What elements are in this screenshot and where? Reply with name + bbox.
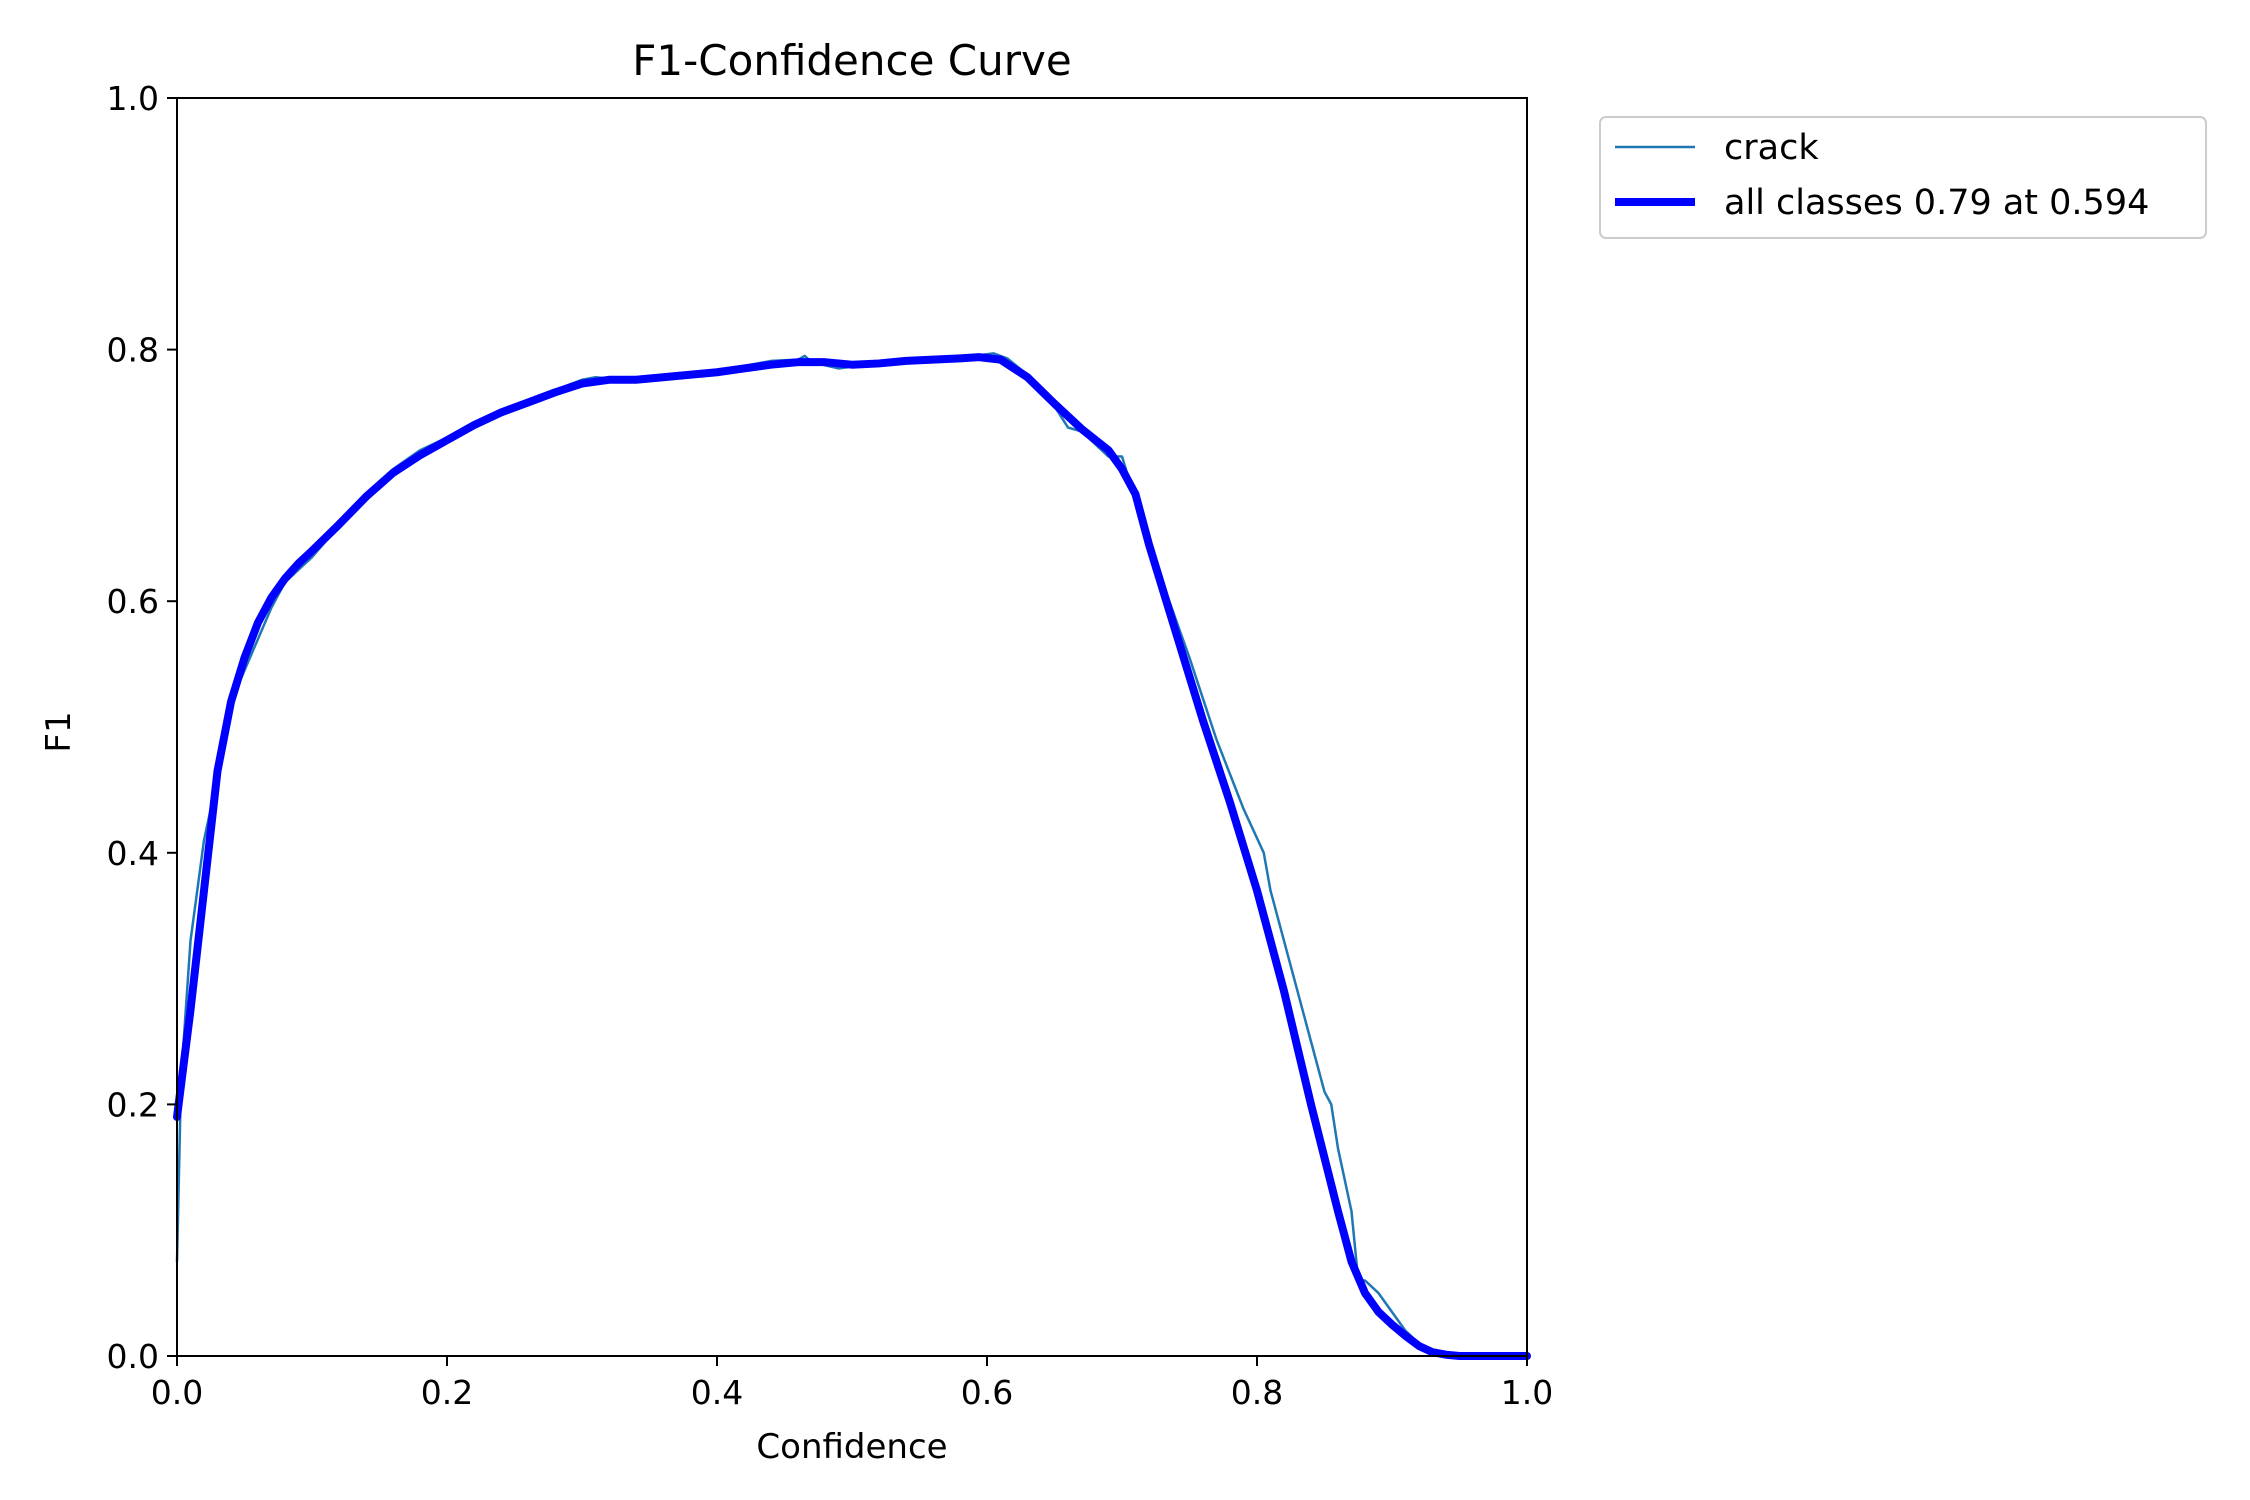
plot-frame [176,97,1528,1357]
x-tick-label: 1.0 [1501,1373,1553,1412]
x-axis-label: Confidence [756,1427,947,1467]
x-tick-label: 0.8 [1231,1373,1283,1412]
x-tick-label: 0.4 [691,1373,743,1412]
y-tick-label: 0.8 [107,331,159,370]
legend: crack all classes 0.79 at 0.594 [1599,116,2207,239]
series-line-all-classes [173,353,1531,1360]
legend-label-all-classes: all classes 0.79 at 0.594 [1724,183,2149,223]
legend-label-crack: crack [1724,128,1819,168]
plot-area [173,97,1531,1360]
x-tick-label: 0.6 [961,1373,1013,1412]
x-tick-label: 0.2 [421,1373,473,1412]
y-tick-label: 0.6 [107,582,159,621]
series-line-crack [175,352,1529,1358]
x-tick-label: 0.0 [151,1373,203,1412]
y-tick-label: 0.2 [107,1085,159,1124]
y-tick-label: 0.0 [107,1337,159,1376]
chart-title: F1-Confidence Curve [632,36,1071,85]
y-axis-label: F1 [39,711,79,752]
x-axis-ticks: 0.0 0.2 0.4 0.6 0.8 1.0 [151,1356,1553,1412]
y-tick-label: 0.4 [107,834,159,873]
y-tick-label: 1.0 [107,79,159,118]
y-axis-ticks: 0.0 0.2 0.4 0.6 0.8 1.0 [107,79,177,1376]
legend-frame [1599,116,2207,239]
